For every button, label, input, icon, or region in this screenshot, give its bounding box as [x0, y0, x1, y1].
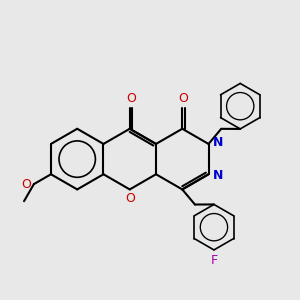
Text: O: O [125, 193, 135, 206]
Text: F: F [210, 254, 218, 267]
Text: N: N [213, 169, 223, 182]
Text: O: O [21, 178, 31, 190]
Text: N: N [213, 136, 223, 149]
Text: O: O [126, 92, 136, 105]
Text: O: O [178, 92, 188, 105]
